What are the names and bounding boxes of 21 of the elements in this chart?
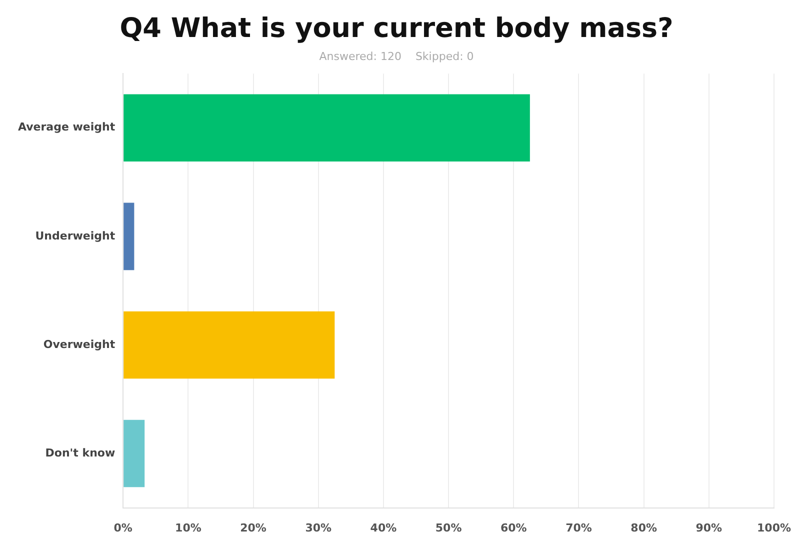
x-tick-label: 30% <box>305 521 332 534</box>
x-tick-label: 60% <box>500 521 527 534</box>
x-tick-label: 0% <box>114 521 132 534</box>
chart-subtitle: Answered: 120 Skipped: 0 <box>319 50 474 63</box>
y-tick-label: Overweight <box>43 338 116 351</box>
bar <box>124 311 335 379</box>
x-tick-label: 80% <box>630 521 658 534</box>
x-tick-label: 100% <box>757 521 791 534</box>
bar <box>124 202 134 270</box>
y-tick-label: Average weight <box>18 120 116 134</box>
chart-title: Q4 What is your current body mass? <box>120 13 674 44</box>
x-tick-label: 90% <box>696 521 722 534</box>
x-tick-label: 50% <box>435 521 462 534</box>
y-tick-label: Don't know <box>45 446 116 460</box>
x-tick-label: 70% <box>566 521 592 534</box>
x-tick-label: 20% <box>240 521 266 534</box>
y-tick-label: Underweight <box>35 229 116 242</box>
x-tick-label: 10% <box>175 521 202 534</box>
bar <box>124 94 530 162</box>
bar <box>124 420 145 488</box>
x-tick-label: 40% <box>370 521 397 534</box>
